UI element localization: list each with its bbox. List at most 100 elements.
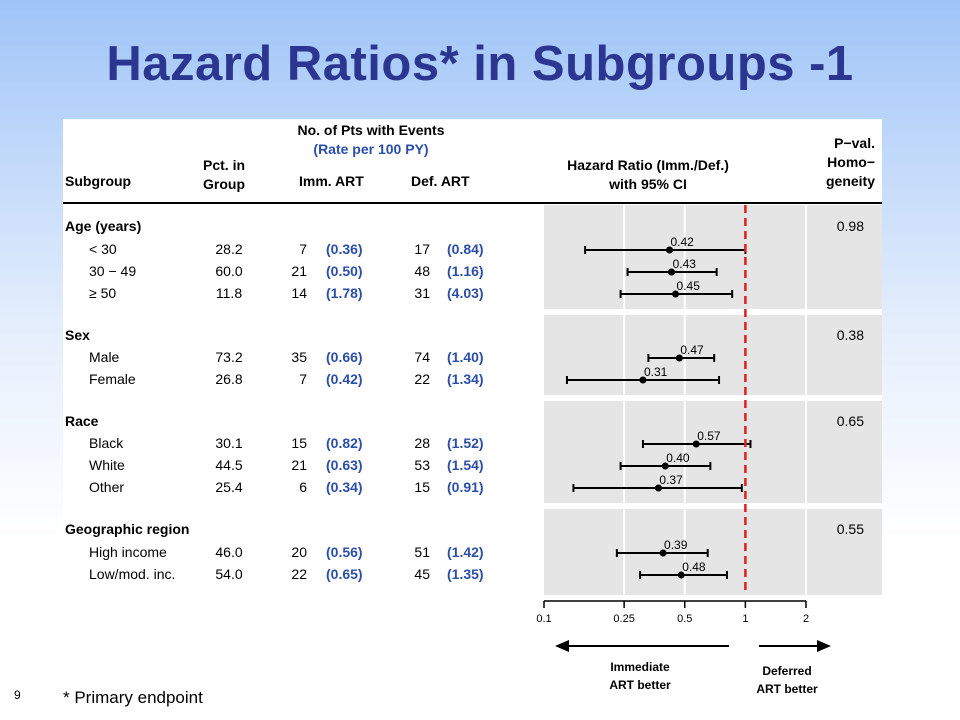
imm-rate-cell: (0.65) — [326, 566, 363, 582]
hr-point — [677, 571, 685, 579]
hr-point — [654, 484, 662, 492]
deferred-arrowhead — [817, 640, 831, 652]
imm-count-cell: 14 — [291, 285, 307, 301]
imm-rate-cell: (0.50) — [326, 263, 363, 279]
deferred-label-line2: ART better — [756, 682, 818, 696]
imm-rate-cell: (0.36) — [326, 241, 363, 257]
pct-cell: 30.1 — [215, 435, 242, 451]
def-rate-cell: (1.40) — [447, 349, 484, 365]
def-count-cell: 31 — [414, 285, 430, 301]
hr-point-label: 0.45 — [677, 279, 701, 293]
pct-cell: 54.0 — [215, 566, 242, 582]
def-rate-cell: (1.42) — [447, 544, 484, 560]
def-rate-cell: (1.54) — [447, 457, 484, 473]
pval-header-line3: geneity — [826, 173, 875, 189]
imm-rate-cell: (0.63) — [326, 457, 363, 473]
events-header-line1: No. of Pts with Events — [297, 122, 444, 138]
row-label: Other — [89, 479, 124, 495]
hr-point — [666, 246, 674, 254]
imm-rate-cell: (0.82) — [326, 435, 363, 451]
imm-rate-cell: (0.66) — [326, 349, 363, 365]
forest-plot: Subgroup Pct. in Group No. of Pts with E… — [63, 122, 882, 696]
def-count-cell: 53 — [414, 457, 430, 473]
hr-point — [661, 462, 669, 470]
deferred-label-line1: Deferred — [762, 664, 811, 678]
hr-point-label: 0.43 — [673, 257, 697, 271]
imm-rate-cell: (0.42) — [326, 371, 363, 387]
def-count-cell: 22 — [414, 371, 430, 387]
pct-cell: 60.0 — [215, 263, 242, 279]
def-count-cell: 74 — [414, 349, 430, 365]
p-value: 0.98 — [837, 218, 864, 234]
pval-header-line1: P−val. — [834, 135, 875, 151]
table-rows: Age (years) 0.98 < 30 28.2 7 (0.36) 17 (0.84) 30… — [65, 218, 864, 582]
group-label: Age (years) — [65, 218, 141, 234]
pct-cell: 26.8 — [215, 371, 242, 387]
immediate-label-line1: Immediate — [610, 660, 670, 674]
row-label: Black — [89, 435, 124, 451]
def-count-cell: 17 — [414, 241, 430, 257]
p-value: 0.55 — [837, 521, 864, 537]
hr-point-label: 0.48 — [682, 560, 706, 574]
hr-point — [675, 354, 683, 362]
imm-count-cell: 7 — [299, 241, 307, 257]
pct-cell: 44.5 — [215, 457, 242, 473]
row-label: Low/mod. inc. — [89, 566, 175, 582]
imm-count-cell: 20 — [291, 544, 307, 560]
imm-count-cell: 21 — [291, 457, 307, 473]
def-count-cell: 45 — [414, 566, 430, 582]
x-tick-label: 1 — [742, 613, 748, 625]
def-count-cell: 15 — [414, 479, 430, 495]
row-label: Female — [89, 371, 136, 387]
group-label: Sex — [65, 327, 90, 343]
imm-rate-cell: (0.56) — [326, 544, 363, 560]
def-rate-cell: (1.35) — [447, 566, 484, 582]
imm-count-cell: 7 — [299, 371, 307, 387]
hr-point — [692, 440, 700, 448]
imm-count-cell: 22 — [291, 566, 307, 582]
hr-point-label: 0.37 — [659, 473, 683, 487]
pct-cell: 28.2 — [215, 241, 242, 257]
def-count-cell: 51 — [414, 544, 430, 560]
group-label: Race — [65, 413, 99, 429]
x-tick-label: 2 — [803, 613, 809, 625]
x-tick-label: 0.25 — [613, 613, 634, 625]
row-label: < 30 — [89, 241, 117, 257]
forest-plot-panel: Subgroup Pct. in Group No. of Pts with E… — [63, 119, 882, 696]
footnote: * Primary endpoint — [63, 688, 203, 707]
imm-count-cell: 6 — [299, 479, 307, 495]
hr-point — [659, 549, 667, 557]
def-art-header: Def. ART — [411, 173, 470, 189]
slide-title: Hazard Ratios* in Subgroups -1 — [106, 37, 854, 91]
p-value: 0.38 — [837, 327, 864, 343]
row-label: 30 − 49 — [89, 263, 136, 279]
imm-count-cell: 15 — [291, 435, 307, 451]
row-label: High income — [89, 544, 167, 560]
def-count-cell: 48 — [414, 263, 430, 279]
pct-header-line1: Pct. in — [203, 157, 245, 173]
imm-count-cell: 35 — [291, 349, 307, 365]
events-header-line2: (Rate per 100 PY) — [313, 141, 428, 157]
def-rate-cell: (1.52) — [447, 435, 484, 451]
hr-point-label: 0.57 — [697, 429, 721, 443]
immediate-label-line2: ART better — [609, 678, 671, 692]
imm-rate-cell: (0.34) — [326, 479, 363, 495]
row-label: White — [89, 457, 125, 473]
imm-count-cell: 21 — [291, 263, 307, 279]
p-value: 0.65 — [837, 413, 864, 429]
hr-point — [639, 376, 647, 384]
hr-point-label: 0.47 — [680, 343, 704, 357]
hr-point-label: 0.40 — [666, 451, 690, 465]
def-rate-cell: (0.84) — [447, 241, 484, 257]
plot-panel — [544, 401, 882, 503]
hr-header-line1: Hazard Ratio (Imm./Def.) — [567, 157, 729, 173]
row-label: Male — [89, 349, 120, 365]
def-count-cell: 28 — [414, 435, 430, 451]
pct-cell: 73.2 — [215, 349, 242, 365]
hr-point — [668, 268, 676, 276]
hr-point-label: 0.39 — [664, 538, 688, 552]
slide-number: 9 — [14, 688, 21, 702]
imm-rate-cell: (1.78) — [326, 285, 363, 301]
x-axis: 0.1 0.25 0.5 1 2 — [536, 600, 809, 625]
hr-point-label: 0.42 — [671, 235, 695, 249]
